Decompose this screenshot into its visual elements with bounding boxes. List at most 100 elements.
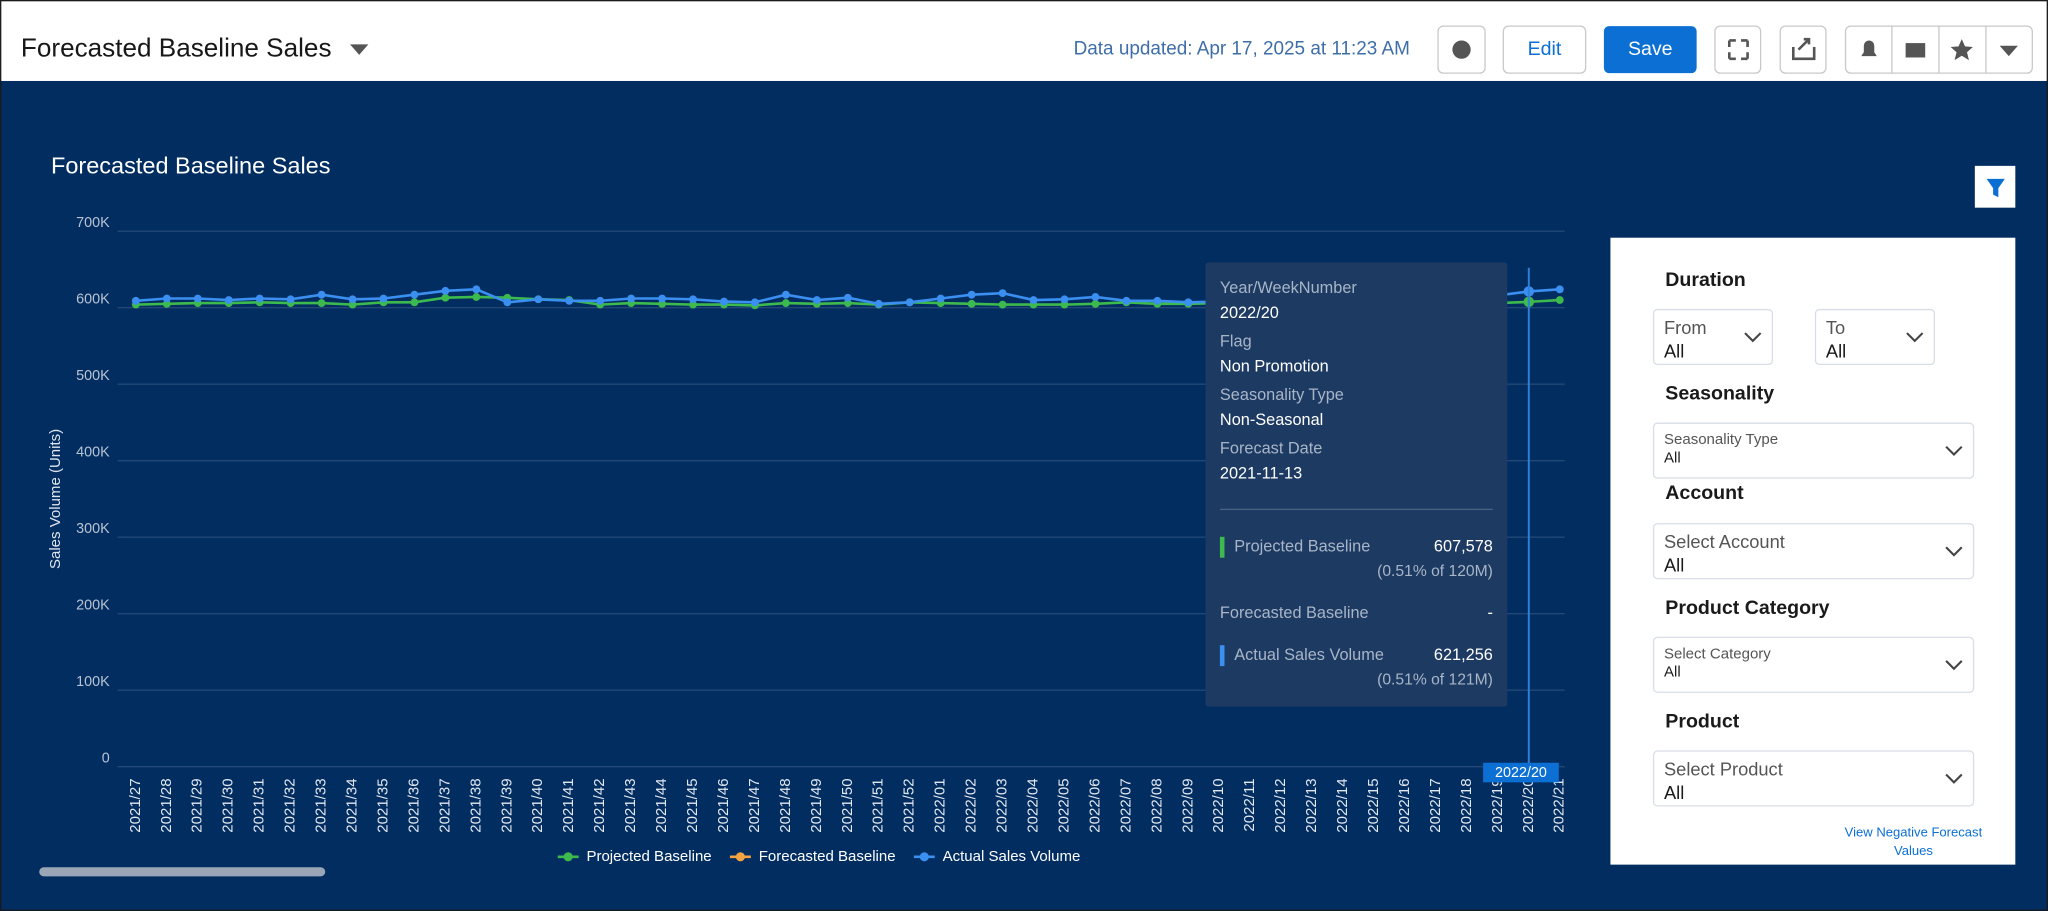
tooltip-series: Actual Sales Volume: [1234, 646, 1384, 664]
filter-field-value: All: [1664, 782, 1684, 803]
filter-field-value: All: [1664, 340, 1684, 361]
tooltip-series-value: -: [1487, 604, 1492, 622]
x-tick-label: 2021/39: [498, 778, 515, 832]
filter-field-value: All: [1826, 340, 1846, 361]
x-tick-label: 2021/40: [529, 778, 546, 832]
x-tick-label: 2022/20: [1520, 778, 1537, 832]
title-dropdown[interactable]: [350, 44, 369, 55]
x-tick-label: 2022/18: [1458, 778, 1475, 832]
x-tick-label: 2022/06: [1086, 778, 1103, 832]
x-tick-label: 2022/09: [1179, 778, 1196, 832]
x-tick-label: 2021/50: [839, 778, 856, 832]
data-point: [998, 300, 1007, 309]
x-tick-label: 2021/48: [777, 778, 794, 832]
tooltip-key: Forecast Date: [1220, 440, 1322, 458]
x-tick-label: 2022/07: [1117, 778, 1134, 832]
y-tick-label: 300K: [76, 521, 110, 537]
y-axis-label: Sales Volume (Units): [47, 429, 64, 569]
x-tick-label: 2021/47: [746, 778, 763, 832]
legend-label: Actual Sales Volume: [943, 848, 1081, 865]
x-tick-label: 2021/49: [808, 778, 825, 832]
filter-select[interactable]: [1652, 308, 1774, 366]
x-tick-label: 2021/43: [622, 778, 639, 832]
tooltip-key: Year/WeekNumber: [1220, 279, 1357, 297]
chevron: [1945, 660, 1963, 671]
data-point: [936, 294, 945, 303]
legend-dot: [919, 852, 929, 862]
filter-field-label: Seasonality Type: [1664, 431, 1778, 448]
x-tick-label: 2021/31: [251, 778, 268, 832]
data-point: [224, 296, 233, 304]
filter-select[interactable]: [1814, 308, 1935, 366]
data-point: [967, 290, 976, 299]
share-button[interactable]: [1779, 25, 1827, 74]
x-tick-label: 2022/12: [1272, 778, 1289, 832]
crosshair-box: [1483, 762, 1559, 783]
data-point: [503, 298, 512, 307]
tooltip-series-value: 607,578: [1434, 538, 1493, 556]
data-point: [441, 293, 450, 302]
data-point: [1060, 295, 1069, 304]
x-tick-label: 2021/33: [313, 778, 330, 832]
crosshair-label: 2022/20: [1495, 765, 1547, 781]
data-point: [255, 294, 264, 303]
negative-link[interactable]: View Negative Forecast: [1845, 825, 1983, 840]
filter-field-label: From: [1664, 317, 1707, 338]
data-point: [874, 299, 883, 308]
data-point: [658, 299, 666, 308]
x-tick-label: 2021/46: [715, 778, 732, 832]
filter-icon: [1986, 178, 2005, 198]
data-point: [781, 299, 790, 308]
x-tick-label: 2021/28: [158, 778, 175, 832]
filter-heading: Duration: [1665, 269, 1745, 291]
tooltip-value: 2021-11-13: [1220, 464, 1302, 482]
bell-icon[interactable]: [1861, 40, 1877, 57]
tooltip-share: (0.51% of 120M): [1377, 563, 1493, 580]
x-tick-label: 2022/15: [1365, 778, 1382, 832]
filter-select[interactable]: [1652, 523, 1975, 580]
star-icon[interactable]: [1950, 39, 1973, 61]
tooltip-value: Non Promotion: [1220, 357, 1329, 375]
legend-dot: [735, 852, 745, 862]
tooltip-share: (0.51% of 121M): [1377, 672, 1493, 689]
x-tick-label: 2022/21: [1551, 778, 1568, 832]
data-point: [441, 286, 450, 295]
data-point: [1091, 293, 1100, 301]
edit-button[interactable]: [1502, 25, 1587, 74]
data-point: [131, 296, 140, 305]
data-point: [1555, 285, 1564, 294]
filter-field-label: To: [1826, 317, 1845, 338]
filter-heading: Account: [1665, 482, 1744, 504]
data-point: [410, 298, 419, 307]
tooltip-key: Flag: [1220, 333, 1252, 351]
tooltip-key: Seasonality Type: [1220, 386, 1344, 404]
save-button[interactable]: [1603, 26, 1697, 74]
more-icon[interactable]: [1999, 45, 2018, 57]
legend-label: Projected Baseline: [586, 848, 711, 865]
x-tick-label: 2022/13: [1303, 778, 1320, 832]
filter-select[interactable]: [1652, 422, 1975, 479]
scrollbar[interactable]: [39, 867, 326, 877]
data-point: [348, 300, 357, 309]
stack-icon[interactable]: [1905, 43, 1926, 58]
tooltip-value: Non-Seasonal: [1220, 411, 1323, 429]
x-tick-label: 2022/16: [1396, 778, 1413, 832]
y-tick-label: 500K: [76, 368, 110, 384]
data-point: [843, 293, 852, 302]
filter-select[interactable]: [1652, 750, 1975, 807]
data-point: [472, 285, 481, 294]
fullscreen-button[interactable]: [1714, 25, 1762, 74]
negative-link[interactable]: Values: [1894, 843, 1933, 858]
data-point: [1029, 296, 1038, 304]
filter-select[interactable]: [1652, 636, 1975, 693]
group-dividers: [1891, 26, 1987, 74]
share-icon: [1791, 37, 1816, 61]
data-point: [193, 294, 202, 303]
x-tick-label: 2021/41: [560, 778, 577, 832]
tooltip: Year/WeekNumber 2022/20 Flag Non Promotion S…: [1205, 262, 1508, 707]
chevron: [1744, 332, 1762, 343]
x-tick-label: 2022/19: [1489, 778, 1506, 832]
x-tick-label: 2021/29: [189, 778, 206, 832]
data-point: [1153, 296, 1162, 305]
legend-label: Forecasted Baseline: [759, 848, 896, 865]
